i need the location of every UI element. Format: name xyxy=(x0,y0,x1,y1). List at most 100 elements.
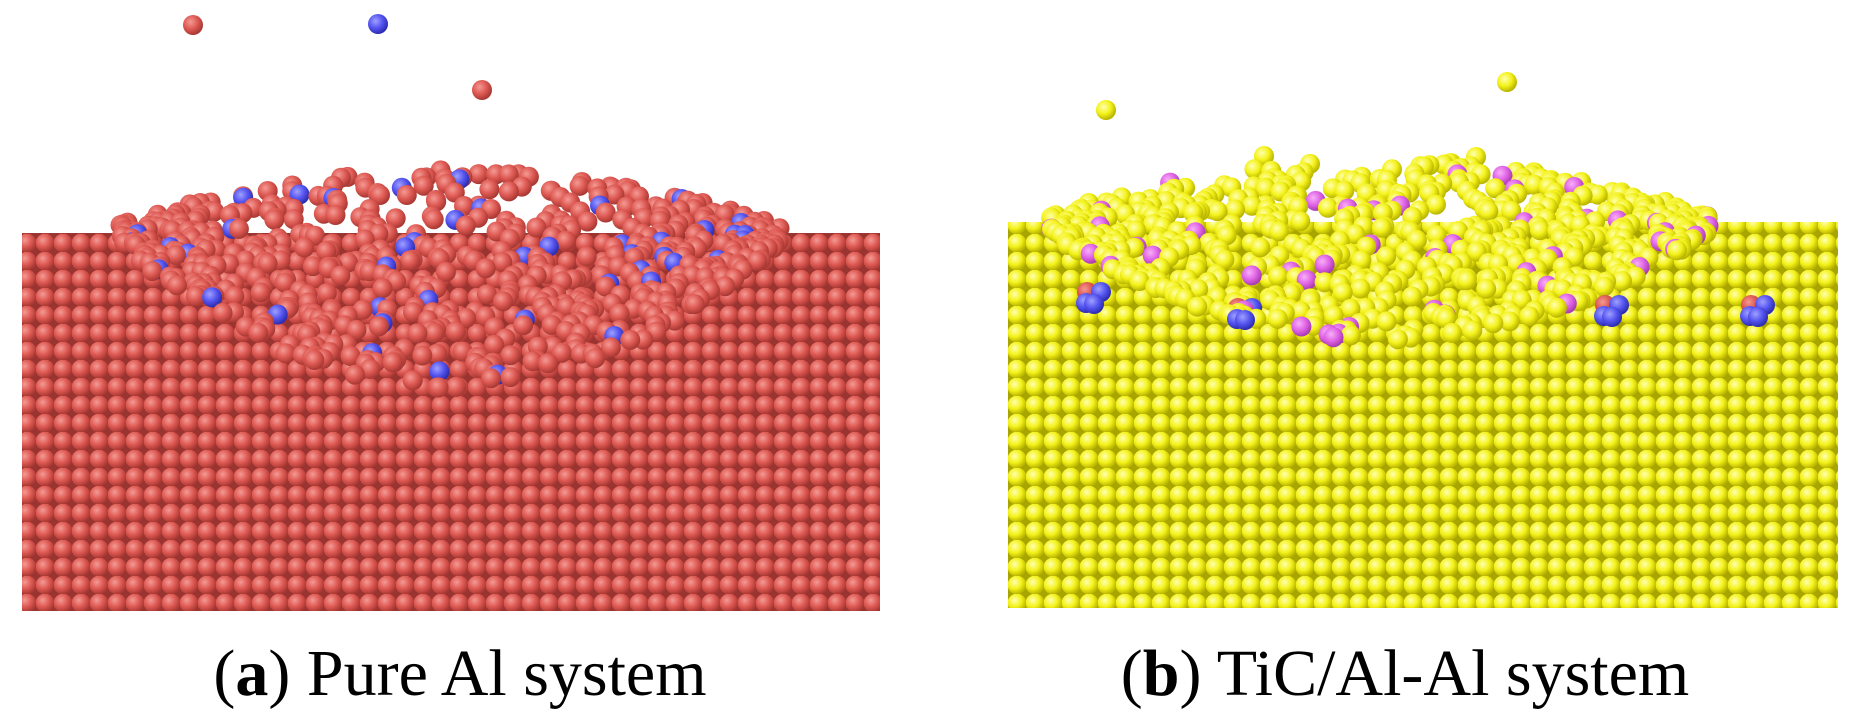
atom xyxy=(428,377,449,398)
atom xyxy=(1350,278,1371,299)
atom xyxy=(274,272,295,293)
atom xyxy=(202,287,223,308)
atom xyxy=(1268,266,1288,287)
caption-text: TiC/Al-Al system xyxy=(1217,637,1690,710)
atom xyxy=(1340,325,1361,346)
atom xyxy=(275,343,296,364)
atom xyxy=(479,179,500,200)
atom xyxy=(1376,311,1397,332)
atom xyxy=(1371,217,1392,238)
atom xyxy=(522,351,543,372)
atom xyxy=(1426,225,1447,246)
atom xyxy=(316,241,337,262)
atom xyxy=(1096,100,1116,120)
atom xyxy=(1207,201,1228,222)
atom xyxy=(407,323,428,344)
atom xyxy=(382,352,403,373)
atom xyxy=(424,322,445,343)
atom xyxy=(264,209,285,230)
atom xyxy=(1129,271,1150,291)
atom xyxy=(1314,254,1335,275)
atom xyxy=(1546,297,1567,318)
atom xyxy=(595,276,616,297)
atom xyxy=(368,14,388,34)
atom xyxy=(1241,195,1262,216)
atom xyxy=(475,258,496,279)
atom xyxy=(498,164,519,185)
atom xyxy=(412,345,433,366)
atom xyxy=(1612,270,1632,291)
atom xyxy=(1291,316,1312,337)
atom xyxy=(1296,270,1317,290)
atom xyxy=(481,368,501,389)
atom xyxy=(1126,220,1146,241)
atom xyxy=(472,80,492,100)
atom xyxy=(1387,329,1408,350)
atom xyxy=(304,350,325,370)
atom xyxy=(400,250,420,271)
atom xyxy=(248,322,269,343)
atom xyxy=(360,358,381,379)
atom xyxy=(1587,184,1608,205)
atom xyxy=(1748,307,1768,327)
atom xyxy=(484,334,505,355)
atom xyxy=(1401,286,1422,307)
atom xyxy=(600,337,621,358)
atom xyxy=(455,215,476,236)
atom xyxy=(183,15,203,35)
atom xyxy=(576,246,597,267)
atom xyxy=(427,343,448,364)
atom xyxy=(330,265,351,286)
atom xyxy=(352,299,373,320)
atom xyxy=(445,321,466,342)
atom xyxy=(325,205,346,225)
atom xyxy=(1442,322,1463,343)
atom xyxy=(747,250,768,271)
atoms xyxy=(110,14,1775,398)
atom xyxy=(250,282,271,303)
atom xyxy=(385,208,406,229)
atom xyxy=(555,230,576,251)
atom xyxy=(340,346,361,366)
atom xyxy=(569,175,590,196)
atom xyxy=(370,185,390,205)
caption-close: ) xyxy=(268,637,290,710)
atom xyxy=(1483,313,1504,334)
atom xyxy=(1594,276,1614,297)
atom xyxy=(423,209,444,230)
panel-label: b xyxy=(1143,637,1180,710)
atom xyxy=(595,202,616,223)
caption: (b) TiC/Al-Al system xyxy=(1121,637,1690,710)
caption-close: ) xyxy=(1179,637,1201,710)
atom xyxy=(445,376,466,397)
atom xyxy=(294,237,315,258)
atom xyxy=(498,181,519,202)
atom xyxy=(1187,296,1208,317)
atom xyxy=(429,361,450,382)
atom xyxy=(185,286,206,307)
atom xyxy=(344,364,365,385)
atom xyxy=(1340,298,1361,319)
atom xyxy=(166,275,187,296)
atom xyxy=(212,302,233,323)
atom xyxy=(1244,159,1265,180)
atom xyxy=(493,291,513,312)
atom xyxy=(715,276,736,297)
atom xyxy=(492,252,513,273)
atom xyxy=(1241,265,1262,286)
atom xyxy=(1667,240,1687,261)
atom xyxy=(1290,211,1311,232)
atom xyxy=(346,319,367,340)
caption: (a) Pure Al system xyxy=(213,637,706,710)
atom xyxy=(1499,311,1520,332)
atom xyxy=(526,217,547,238)
atom xyxy=(684,294,705,315)
atom xyxy=(537,353,558,374)
atom xyxy=(1478,201,1499,222)
atom xyxy=(1323,327,1344,348)
panel-label: a xyxy=(235,637,268,710)
atom xyxy=(604,184,625,205)
atom xyxy=(585,348,606,369)
atom xyxy=(1426,194,1446,215)
